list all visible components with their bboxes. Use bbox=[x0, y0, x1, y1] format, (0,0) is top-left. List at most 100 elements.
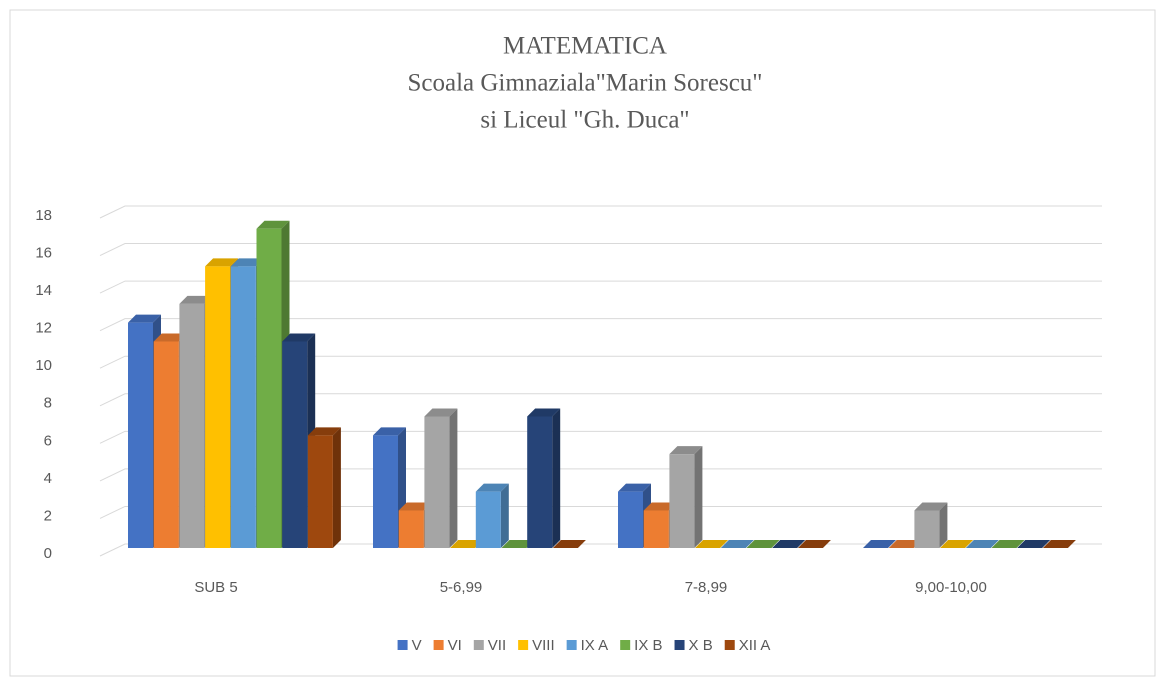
bar-face bbox=[373, 427, 406, 436]
grid-line bbox=[99, 318, 1102, 332]
bar bbox=[888, 540, 922, 548]
bar-face bbox=[618, 491, 643, 548]
bar bbox=[965, 540, 999, 548]
grid-line bbox=[99, 430, 1102, 444]
legend-label: X B bbox=[689, 637, 713, 654]
legend-swatch bbox=[518, 640, 529, 650]
bar-face bbox=[863, 540, 896, 548]
bar-face bbox=[307, 435, 333, 548]
legend-swatch bbox=[566, 640, 577, 650]
grid-line bbox=[99, 205, 1102, 219]
bar-face bbox=[914, 510, 940, 548]
legend-label: VII bbox=[488, 637, 506, 654]
bar bbox=[552, 540, 586, 548]
y-tick-label: 6 bbox=[44, 432, 52, 449]
bar-face bbox=[965, 540, 999, 548]
bar-face bbox=[230, 258, 264, 267]
bar-face bbox=[398, 502, 432, 511]
bar-face bbox=[552, 408, 561, 548]
bar bbox=[1042, 540, 1076, 548]
bar bbox=[991, 540, 1025, 548]
bar bbox=[940, 540, 974, 548]
bar-face bbox=[501, 540, 535, 548]
bar-face bbox=[746, 540, 780, 548]
bar bbox=[501, 540, 535, 548]
bar-face bbox=[230, 266, 256, 548]
x-tick-label: 7-8,99 bbox=[685, 579, 728, 596]
bar-face bbox=[914, 502, 948, 511]
bar bbox=[914, 502, 948, 548]
bar bbox=[746, 540, 780, 548]
bar-face bbox=[991, 540, 1025, 548]
bar bbox=[1017, 540, 1051, 548]
bar-face bbox=[939, 502, 948, 548]
bar-face bbox=[797, 540, 831, 548]
legend-swatch bbox=[724, 640, 735, 650]
legend-swatch bbox=[433, 640, 444, 650]
bar-face bbox=[424, 416, 450, 548]
bar-face bbox=[772, 540, 806, 548]
y-tick-label: 0 bbox=[44, 545, 52, 562]
bar bbox=[424, 408, 458, 548]
bar-face bbox=[1042, 540, 1076, 548]
bar-face bbox=[307, 427, 341, 436]
bar-face bbox=[500, 483, 509, 548]
bar-face bbox=[179, 303, 205, 548]
bar-face bbox=[424, 408, 458, 417]
bar bbox=[669, 446, 703, 548]
bar-face bbox=[940, 540, 974, 548]
bar-face bbox=[153, 333, 187, 342]
legend-swatch bbox=[473, 640, 484, 650]
bar bbox=[772, 540, 806, 548]
bar-face bbox=[643, 502, 677, 511]
bar-face bbox=[527, 416, 553, 548]
bar bbox=[863, 540, 896, 548]
grid-line bbox=[99, 393, 1102, 407]
y-tick-label: 16 bbox=[35, 245, 52, 262]
bar-face bbox=[669, 446, 703, 455]
bar-face bbox=[720, 540, 754, 548]
legend-label: VIII bbox=[532, 637, 555, 654]
grid-line bbox=[99, 505, 1102, 519]
y-tick-label: 4 bbox=[44, 470, 52, 487]
y-tick-label: 8 bbox=[44, 395, 52, 412]
bar bbox=[450, 540, 484, 548]
bar-face bbox=[179, 295, 213, 304]
bar bbox=[720, 540, 754, 548]
bar bbox=[307, 427, 341, 548]
legend-swatch bbox=[397, 640, 408, 650]
bar-face bbox=[128, 314, 161, 323]
bar-face bbox=[669, 454, 695, 548]
bar-face bbox=[450, 540, 484, 548]
x-tick-label: 5-6,99 bbox=[440, 579, 483, 596]
bar-face bbox=[332, 427, 341, 548]
bar bbox=[695, 540, 729, 548]
bar-face bbox=[888, 540, 922, 548]
legend-label: IX B bbox=[634, 637, 662, 654]
bar-face bbox=[694, 446, 703, 548]
legend-swatch bbox=[620, 640, 631, 650]
bar bbox=[475, 483, 509, 548]
chart-title: MATEMATICA bbox=[503, 33, 667, 60]
bar-face bbox=[695, 540, 729, 548]
bar-face bbox=[527, 408, 561, 417]
bar-face bbox=[475, 483, 509, 492]
y-tick-label: 10 bbox=[35, 357, 52, 374]
grid-line bbox=[99, 468, 1102, 482]
chart-title: si Liceul "Gh. Duca" bbox=[480, 107, 689, 134]
grid-line bbox=[99, 243, 1102, 257]
bar bbox=[527, 408, 561, 548]
bar-face bbox=[552, 540, 586, 548]
y-tick-label: 18 bbox=[35, 207, 52, 224]
legend-swatch bbox=[674, 640, 685, 650]
bar bbox=[797, 540, 831, 548]
bar-face bbox=[1017, 540, 1051, 548]
legend-label: IX A bbox=[581, 637, 609, 654]
bar-face bbox=[643, 510, 669, 548]
bar-face bbox=[475, 491, 501, 548]
legend-label: V bbox=[412, 637, 422, 654]
y-tick-label: 12 bbox=[35, 320, 52, 337]
bar-face bbox=[256, 220, 290, 229]
bar-face bbox=[205, 258, 239, 267]
